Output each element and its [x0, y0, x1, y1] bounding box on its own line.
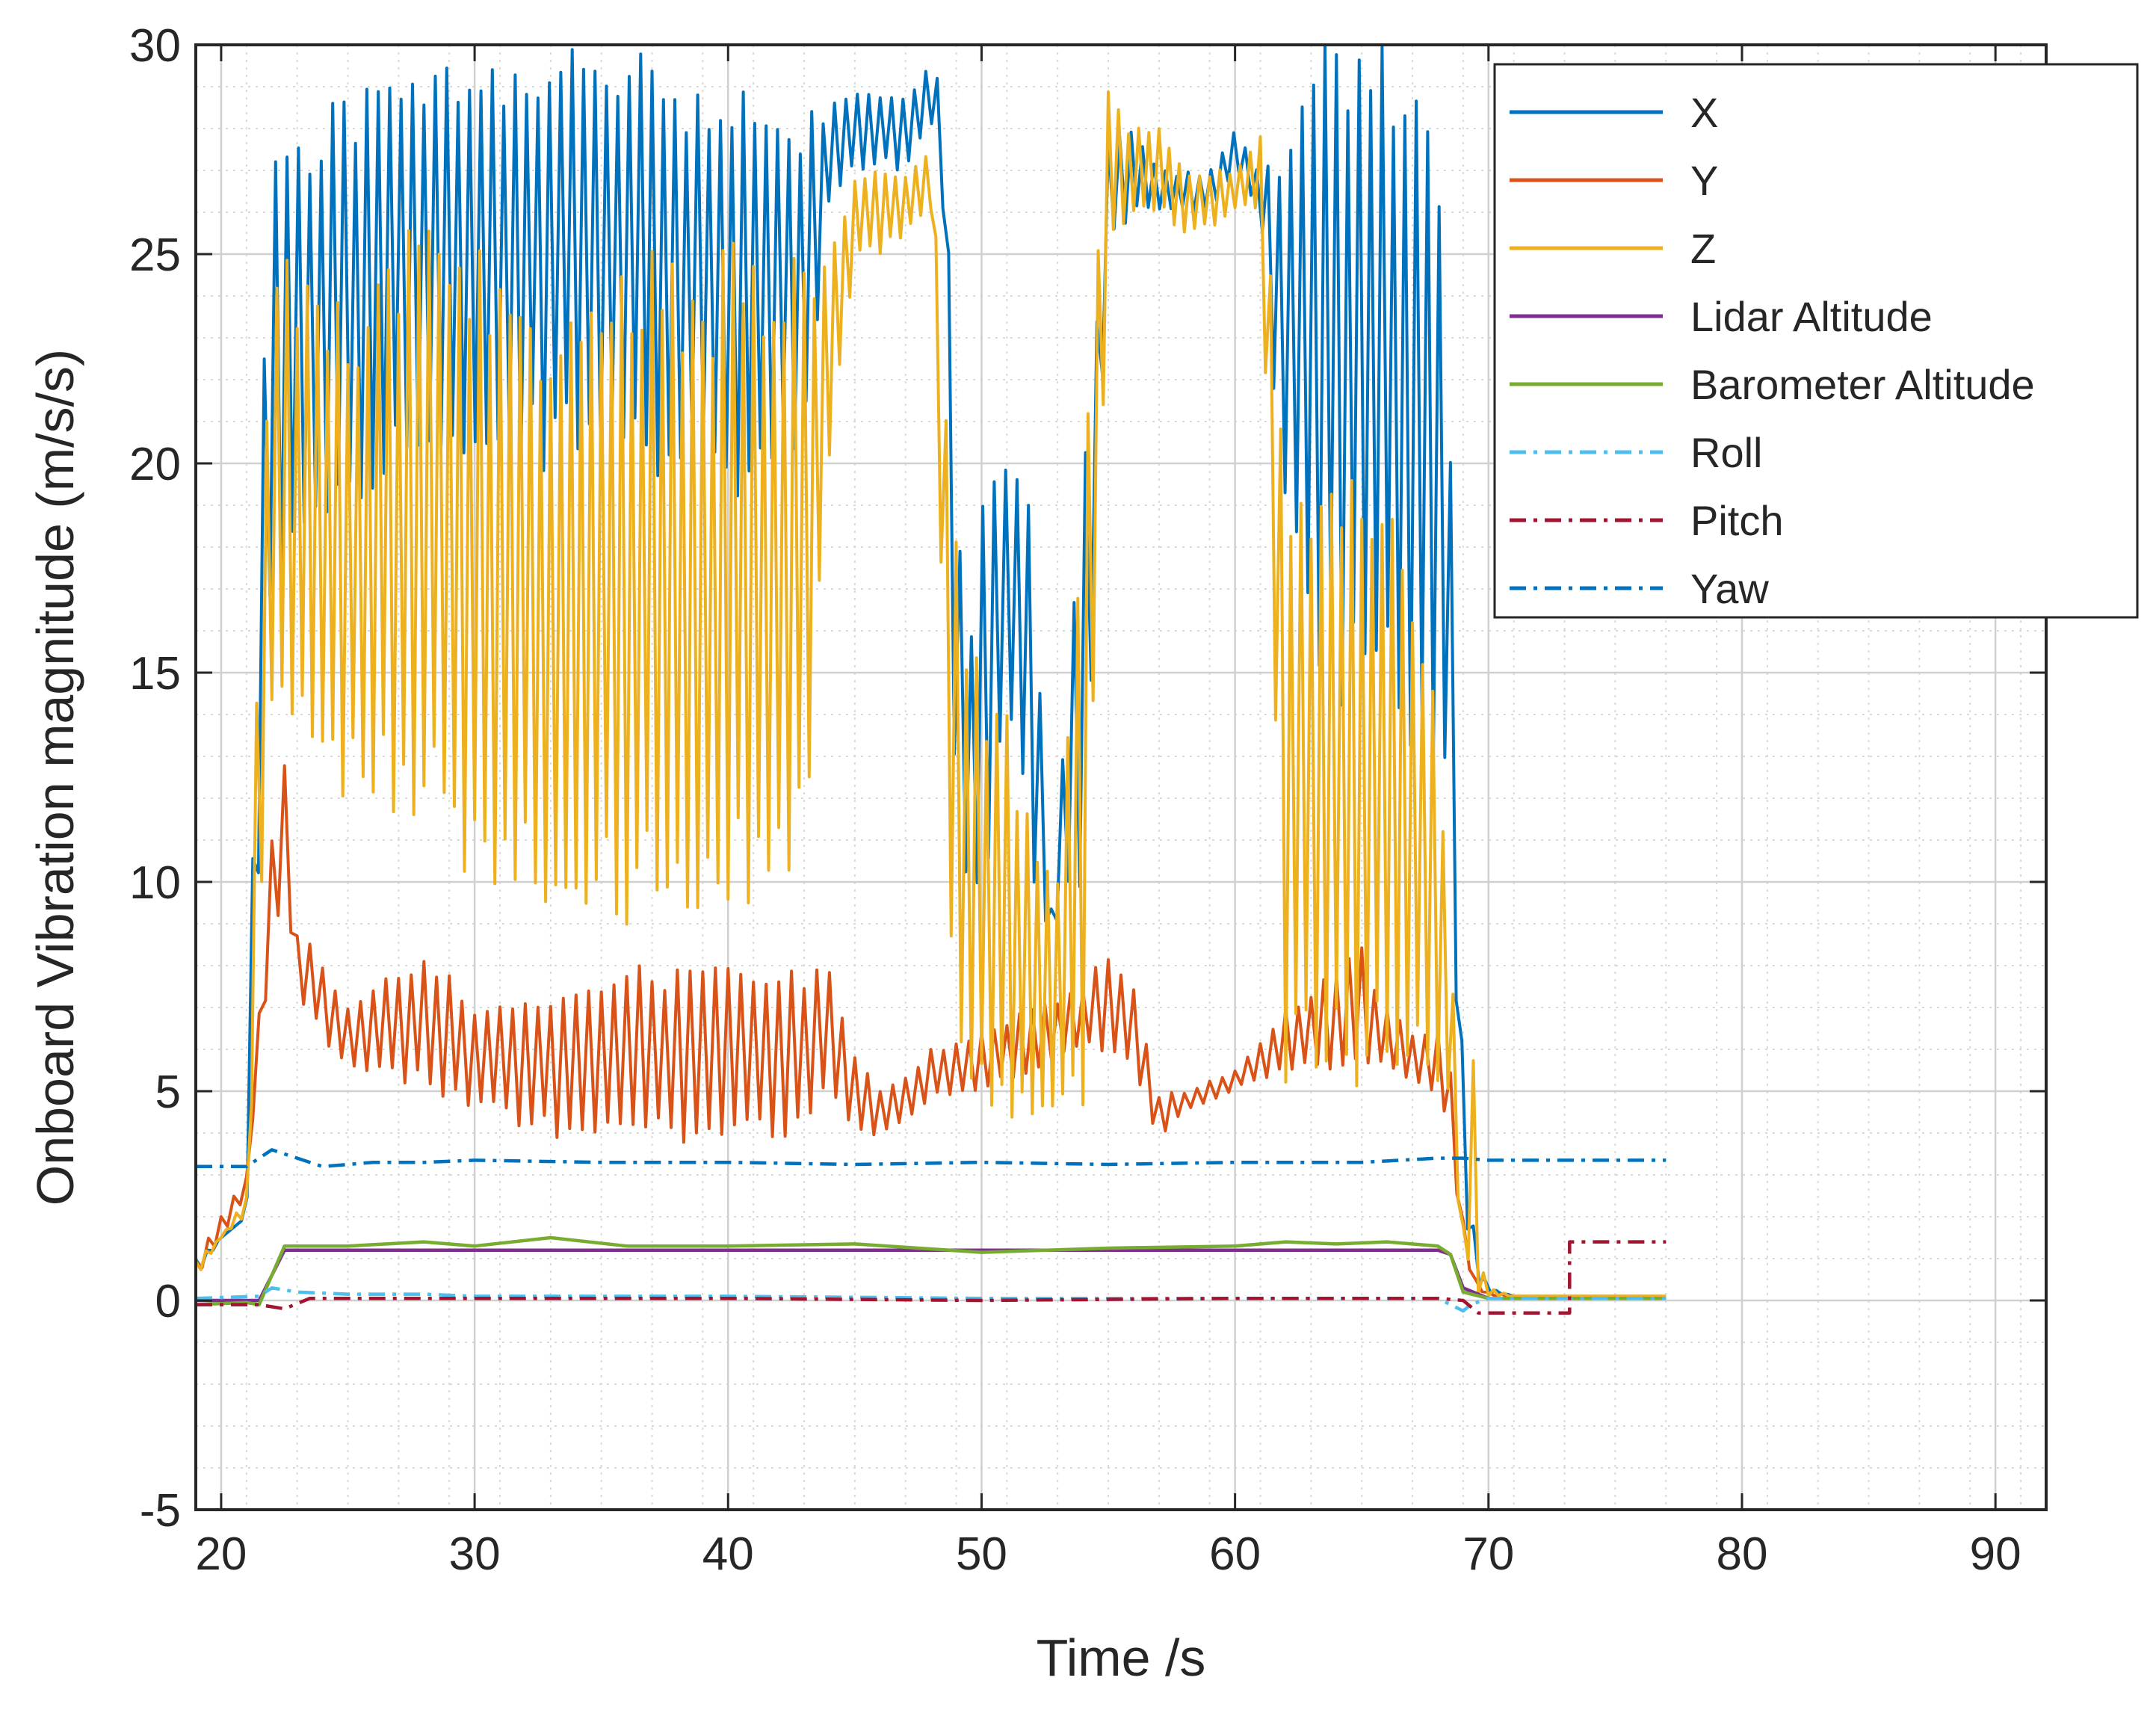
x-tick-label: 40: [702, 1528, 754, 1580]
y-tick-label: 20: [129, 439, 181, 490]
y-tick-label: -5: [140, 1485, 181, 1537]
plot-frame: [194, 43, 2048, 1511]
legend-box: [1493, 63, 2139, 619]
plot-lines: [194, 43, 1667, 1315]
x-tick-label: 50: [956, 1528, 1007, 1580]
y-tick-label: 5: [155, 1067, 181, 1118]
x-tick-label: 30: [449, 1528, 501, 1580]
y-tick-label: 10: [129, 857, 181, 909]
legend-label: Y: [1690, 157, 1718, 204]
y-tick-label: 30: [129, 20, 181, 72]
legend-label: Barometer Altitude: [1690, 361, 2035, 408]
x-tick-label: 60: [1209, 1528, 1261, 1580]
legend-label: Yaw: [1690, 565, 1769, 612]
legend-entries: XYZ Lidar Altitude Barometer Altitude Roll P…: [1510, 89, 2035, 612]
legend-label: Z: [1690, 225, 1716, 272]
y-tick-label: 25: [129, 229, 181, 281]
y-axis-label: Onboard Vibration magnitude (m/s/s): [26, 349, 84, 1206]
x-tick-label: 20: [195, 1528, 247, 1580]
series-line-roll: [195, 1286, 1667, 1313]
series-line-barometer-altitude: [195, 1235, 1667, 1306]
series-line-y: [194, 764, 1667, 1298]
legend-label: X: [1690, 89, 1718, 136]
legend: XYZ Lidar Altitude Barometer Altitude Roll P…: [1493, 63, 2139, 619]
x-axis: 20 30 40 50 60 70 80 90: [195, 45, 2021, 1580]
series-line-yaw: [196, 1148, 1667, 1169]
x-tick-label: 70: [1462, 1528, 1514, 1580]
y-tick-label: 0: [155, 1276, 181, 1327]
minor-grid: [195, 45, 2046, 1510]
legend-label: Lidar Altitude: [1690, 293, 1933, 340]
x-axis-label: Time /s: [1037, 1629, 1206, 1687]
x-tick-label: 90: [1970, 1528, 2021, 1580]
legend-label: Pitch: [1690, 497, 1784, 544]
series-line-z: [194, 90, 1667, 1298]
y-tick-label: 15: [129, 648, 181, 700]
legend-label: Roll: [1690, 429, 1762, 476]
series-line-pitch: [196, 1240, 1667, 1315]
x-tick-label: 80: [1717, 1528, 1768, 1580]
